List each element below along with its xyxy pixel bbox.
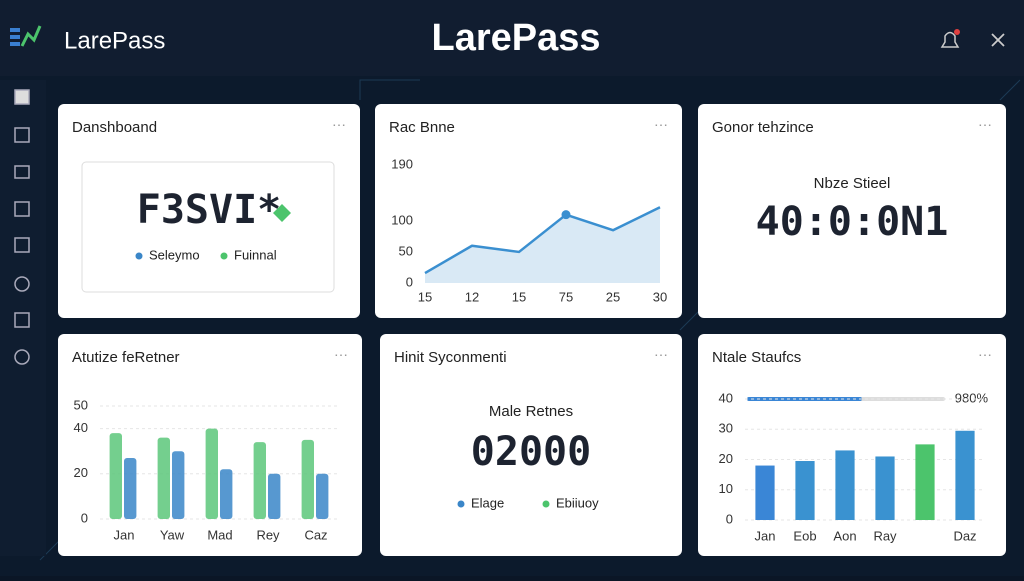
legend-label: Fuinnal [234, 247, 277, 262]
x-tick-label: Daz [953, 528, 976, 543]
bar [109, 433, 122, 519]
brand: LarePass [64, 27, 165, 54]
kpi-value: 02000 [471, 429, 591, 475]
nav-cart[interactable] [14, 165, 30, 179]
card [380, 334, 682, 556]
legend-label: Seleymo [149, 247, 200, 262]
bar [835, 450, 855, 520]
x-tick-label: Caz [304, 527, 327, 542]
close-button[interactable] [991, 33, 1005, 47]
y-tick-label: 30 [719, 421, 733, 436]
nav-settings[interactable] [14, 276, 30, 292]
card [58, 104, 360, 318]
card-title: Gonor tehzince [712, 119, 814, 136]
y-tick-label: 0 [406, 274, 413, 289]
x-tick-label: 30 [653, 289, 667, 304]
line [424, 206, 661, 275]
card-title: Atutize feRetner [72, 349, 180, 366]
card-title: Danshboand [72, 119, 157, 136]
x-tick-label: 75 [559, 289, 573, 304]
progress-fill [747, 397, 862, 401]
y-tick-label: 100 [391, 212, 413, 227]
card-menu[interactable]: ⋯ [654, 347, 668, 363]
bar [316, 473, 329, 519]
x-tick-label: Eob [793, 528, 816, 543]
legend-dot [220, 252, 228, 260]
x-tick-label: 15 [512, 289, 526, 304]
card-menu[interactable]: ⋯ [334, 347, 348, 363]
card-menu[interactable]: ⋯ [978, 117, 992, 133]
y-tick-label: 50 [399, 243, 413, 258]
card-menu[interactable]: ⋯ [654, 117, 668, 133]
x-tick-label: Rey [256, 527, 280, 542]
y-tick-label: 50 [74, 397, 88, 412]
x-tick-label: Jan [114, 527, 135, 542]
bar [205, 428, 218, 519]
card-title: Ntale Staufcs [712, 349, 801, 366]
card [698, 104, 1006, 318]
y-tick-label: 0 [726, 511, 733, 526]
x-tick-label: Aon [833, 528, 856, 543]
bar [955, 430, 975, 520]
bar [220, 469, 233, 519]
y-tick-label: 20 [719, 451, 733, 466]
y-tick-label: 40 [719, 390, 733, 405]
legend-dot [542, 500, 550, 508]
legend-dot [457, 500, 465, 508]
bar [157, 437, 170, 519]
x-tick-label: 12 [465, 289, 479, 304]
kpi-value: F3SVI* [137, 187, 282, 233]
logo [10, 25, 42, 47]
bar [795, 461, 815, 520]
line-area [425, 207, 660, 283]
bar [268, 473, 281, 519]
nav-doc[interactable] [14, 201, 30, 217]
bar [755, 465, 775, 520]
sidebar [0, 80, 46, 556]
kpi-value: 40:0:0N1 [756, 199, 949, 245]
y-tick-label: 20 [74, 465, 88, 480]
card-menu[interactable]: ⋯ [332, 117, 346, 133]
y-tick-label: 0 [81, 510, 88, 525]
x-tick-label: 25 [606, 289, 620, 304]
x-tick-label: Ray [873, 528, 897, 543]
x-tick-label: 15 [418, 289, 432, 304]
nav-config[interactable] [14, 349, 30, 365]
legend-dot [135, 252, 143, 260]
y-tick-label: 10 [719, 481, 733, 496]
card-title: Hinit Syconmenti [394, 349, 507, 366]
bar [172, 451, 185, 519]
card-subtitle: Male Retnes [489, 403, 573, 420]
bar [253, 442, 266, 519]
kpi-frame [81, 161, 335, 293]
bar [915, 444, 935, 520]
y-tick-label: 40 [74, 420, 88, 435]
x-tick-label: Mad [207, 527, 232, 542]
bar [301, 439, 314, 519]
app-title: LarePass [431, 17, 600, 59]
kpi-diamond [273, 204, 291, 222]
bell-button[interactable] [940, 29, 960, 48]
nav-dashboard[interactable] [14, 89, 30, 105]
progress-label: 980% [955, 390, 989, 405]
bar [124, 457, 137, 519]
card-menu[interactable]: ⋯ [978, 347, 992, 363]
header [0, 0, 1024, 76]
bar [875, 456, 895, 520]
card-subtitle: Nbze Stieel [814, 175, 891, 192]
x-tick-label: Yaw [160, 527, 185, 542]
card-title: Rac Bnne [389, 119, 455, 136]
card [375, 104, 682, 318]
nav-bank[interactable] [14, 312, 30, 328]
line-marker [561, 210, 571, 220]
y-tick-label: 190 [391, 156, 413, 171]
nav-grid[interactable] [14, 127, 30, 143]
legend-label: Elage [471, 495, 504, 510]
legend-label: Ebiiuoy [556, 495, 599, 510]
nav-export[interactable] [14, 237, 30, 253]
x-tick-label: Jan [755, 528, 776, 543]
